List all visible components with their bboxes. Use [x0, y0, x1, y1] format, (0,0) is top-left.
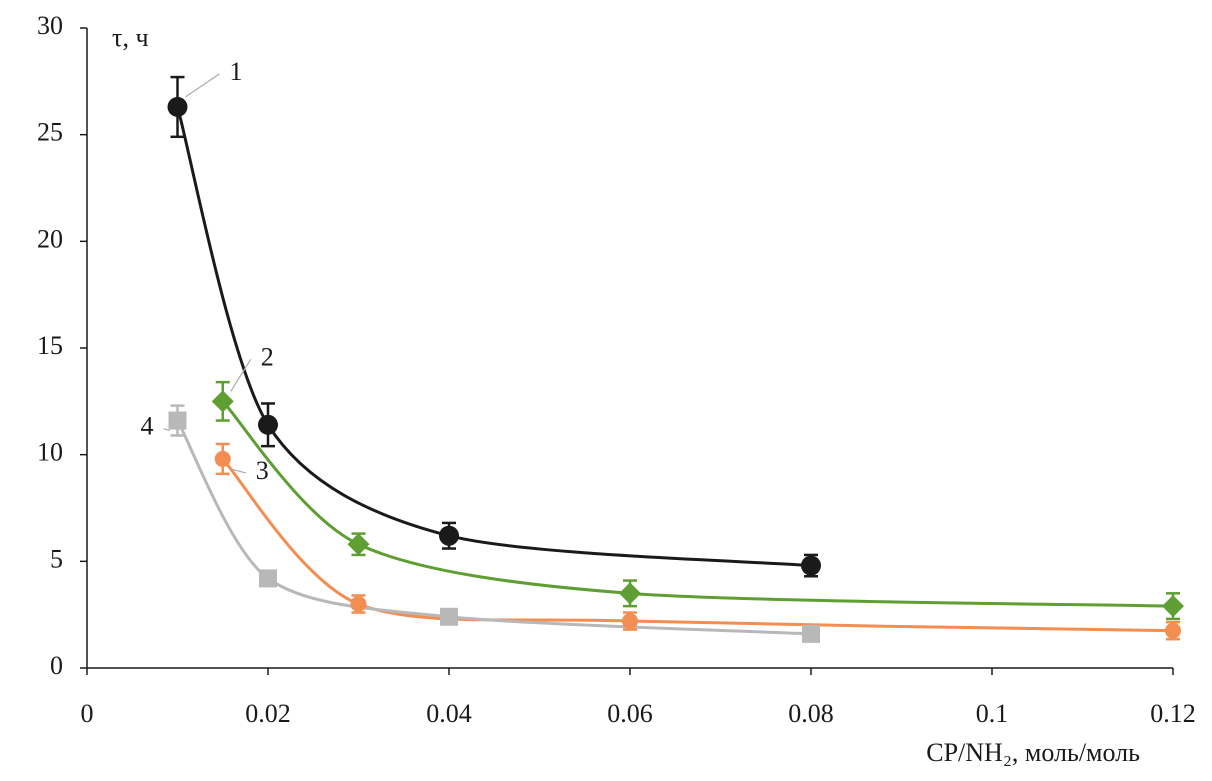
y-tick-label: 15	[37, 331, 63, 360]
series-line	[221, 457, 1174, 633]
x-tick-label: 0.06	[607, 699, 653, 728]
y-tick-label: 5	[50, 544, 63, 573]
x-tick-label: 0.08	[788, 699, 834, 728]
marker	[211, 390, 234, 413]
label-leader	[230, 359, 252, 392]
marker	[619, 582, 641, 605]
series-label: 1	[230, 57, 243, 86]
series-line	[221, 400, 1174, 608]
series-label: 3	[256, 456, 269, 485]
marker	[801, 555, 821, 576]
marker	[168, 411, 187, 430]
marker	[1162, 595, 1184, 618]
label-leader	[163, 427, 170, 432]
y-tick-label: 10	[37, 438, 63, 467]
x-tick-label: 0.02	[245, 699, 291, 728]
marker	[167, 96, 188, 117]
marker	[259, 569, 277, 588]
x-tick-label: 0.04	[426, 699, 472, 728]
marker	[350, 596, 367, 612]
x-tick-label: 0	[81, 699, 94, 728]
y-tick-label: 0	[50, 651, 63, 680]
marker	[1165, 622, 1181, 639]
y-tick-label: 30	[37, 11, 63, 40]
y-tick-label: 20	[37, 224, 63, 253]
x-axis-label: CP/NH₂, моль/моль	[926, 738, 1140, 767]
marker	[439, 525, 459, 546]
series-label: 2	[261, 342, 274, 371]
x-tick-label: 0.12	[1150, 699, 1196, 728]
marker	[347, 533, 370, 556]
marker	[622, 613, 638, 630]
series-label: 4	[141, 412, 154, 441]
series-line	[176, 106, 812, 568]
label-leader	[185, 73, 220, 98]
x-tick-label: 0.1	[976, 699, 1009, 728]
marker	[214, 450, 231, 467]
y-axis-label: τ, ч	[112, 23, 149, 52]
y-tick-label: 25	[37, 118, 63, 147]
series-line	[176, 419, 812, 636]
marker	[258, 414, 278, 435]
marker	[802, 624, 820, 643]
marker	[440, 607, 458, 626]
label-leader	[230, 468, 246, 474]
